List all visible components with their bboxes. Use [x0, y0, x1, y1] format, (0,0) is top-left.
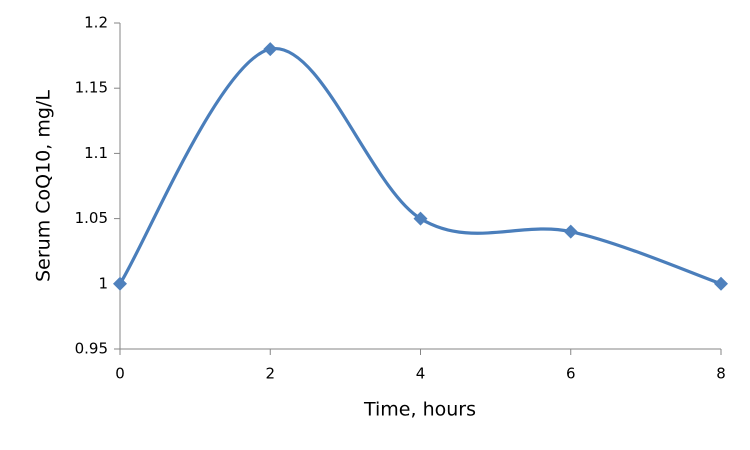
y-tick-label: 1.05	[75, 209, 108, 227]
y-tick-label: 1.2	[84, 14, 108, 32]
y-tick-label: 1	[98, 274, 108, 292]
x-tick-label: 6	[566, 365, 576, 383]
marker	[263, 42, 278, 57]
y-axis-title: Serum CoQ10, mg/L	[33, 90, 55, 282]
x-tick-label: 0	[115, 365, 125, 383]
y-tick-label: 1.15	[75, 79, 108, 97]
y-tick-label: 1.1	[84, 144, 108, 162]
x-tick-label: 4	[416, 365, 426, 383]
line	[118, 47, 722, 286]
y-tick-label: 0.95	[75, 340, 108, 358]
x-tick-label: 8	[716, 365, 726, 383]
x-tick-label: 2	[265, 365, 275, 383]
x-axis-title: Time, hours	[363, 399, 476, 421]
marker	[563, 224, 578, 239]
marker	[413, 211, 428, 226]
marker	[714, 276, 728, 291]
marker	[113, 276, 127, 291]
